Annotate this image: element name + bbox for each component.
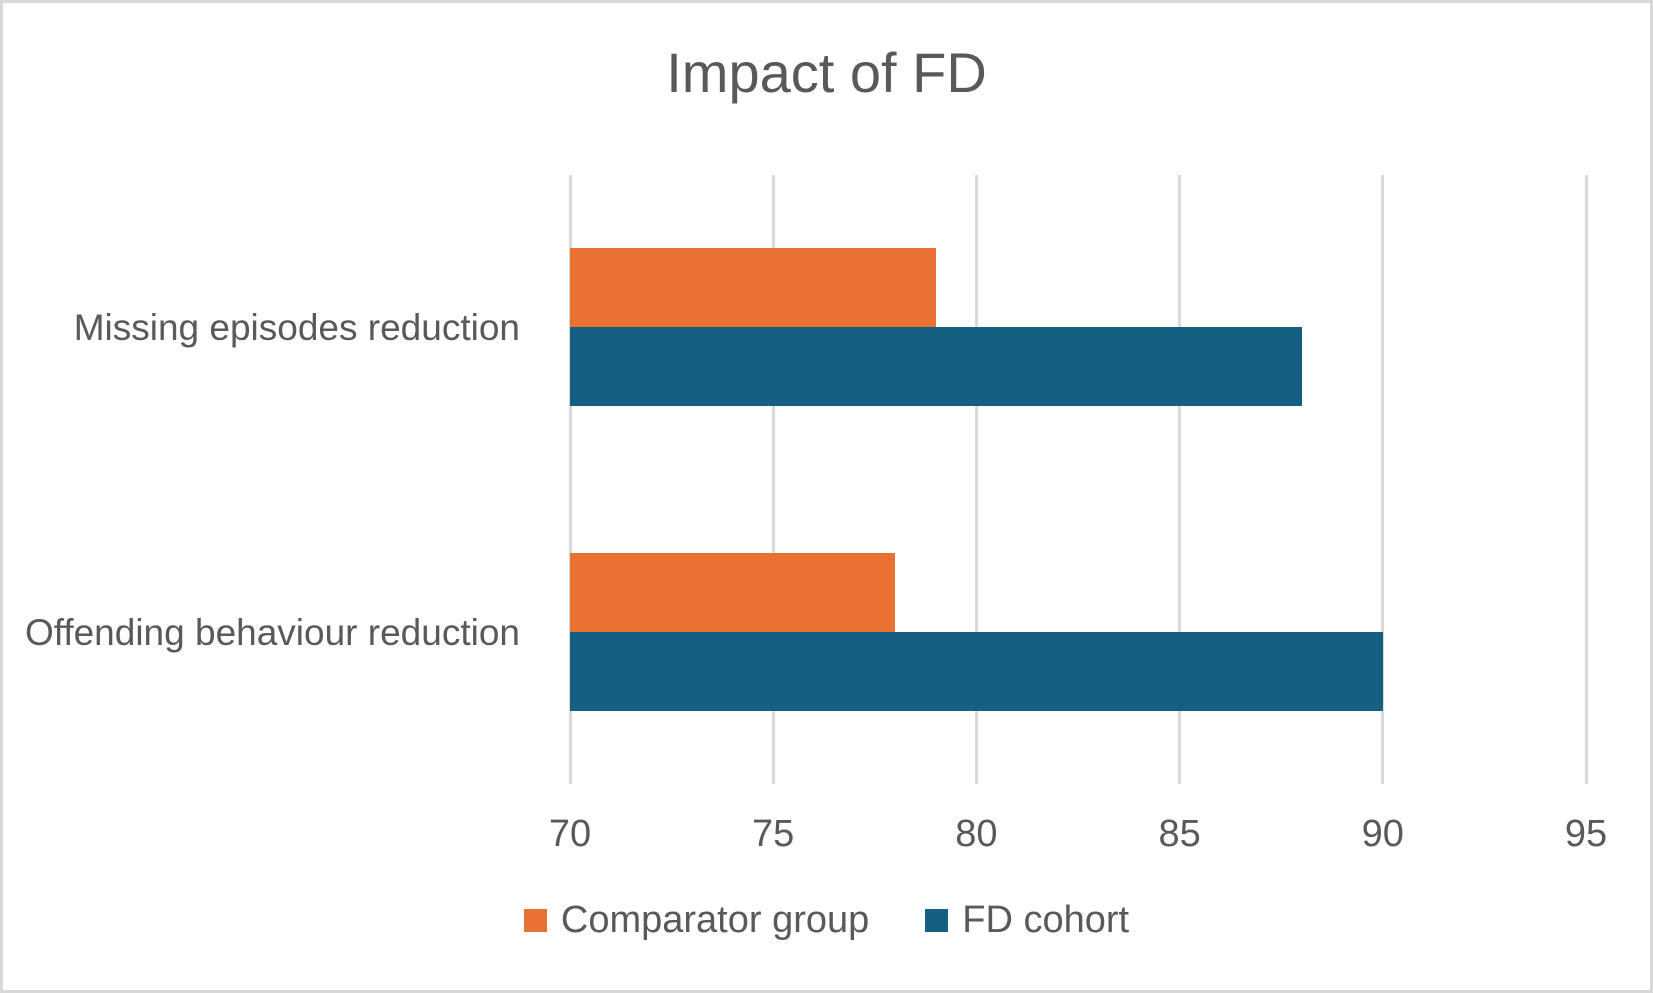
legend-label-comparator-group: Comparator group	[560, 899, 870, 941]
x-tick-label: 85	[1158, 813, 1201, 855]
chart-title: Impact of FD	[666, 41, 987, 104]
gridline	[771, 175, 775, 784]
legend-label-fd-cohort: FD cohort	[962, 899, 1130, 941]
x-tick-label: 90	[1361, 813, 1404, 855]
x-tick-label: 70	[548, 813, 592, 855]
x-tick-label: 80	[955, 813, 998, 855]
legend-swatch-fd-cohort	[925, 908, 949, 932]
legend-item-comparator-group: Comparator group	[523, 899, 870, 941]
gridline	[1381, 175, 1385, 784]
gridline	[568, 175, 572, 784]
bar-comparator-group	[570, 552, 896, 632]
gridline	[1584, 175, 1588, 784]
bar-comparator-group	[570, 248, 936, 328]
bar-fd-cohort	[570, 327, 1302, 407]
x-tick-label: 75	[752, 813, 795, 855]
x-tick-label: 95	[1564, 813, 1608, 855]
gridline	[974, 175, 978, 784]
category-label: Missing episodes reduction	[73, 307, 520, 349]
bar-fd-cohort	[570, 631, 1383, 711]
legend: Comparator group FD cohort	[3, 901, 1650, 939]
legend-item-fd-cohort: FD cohort	[925, 901, 1129, 939]
legend-swatch-comparator-group	[523, 908, 547, 932]
gridline	[1178, 175, 1182, 784]
plot-area	[568, 175, 1588, 784]
category-label: Offending behaviour reduction	[24, 611, 520, 653]
